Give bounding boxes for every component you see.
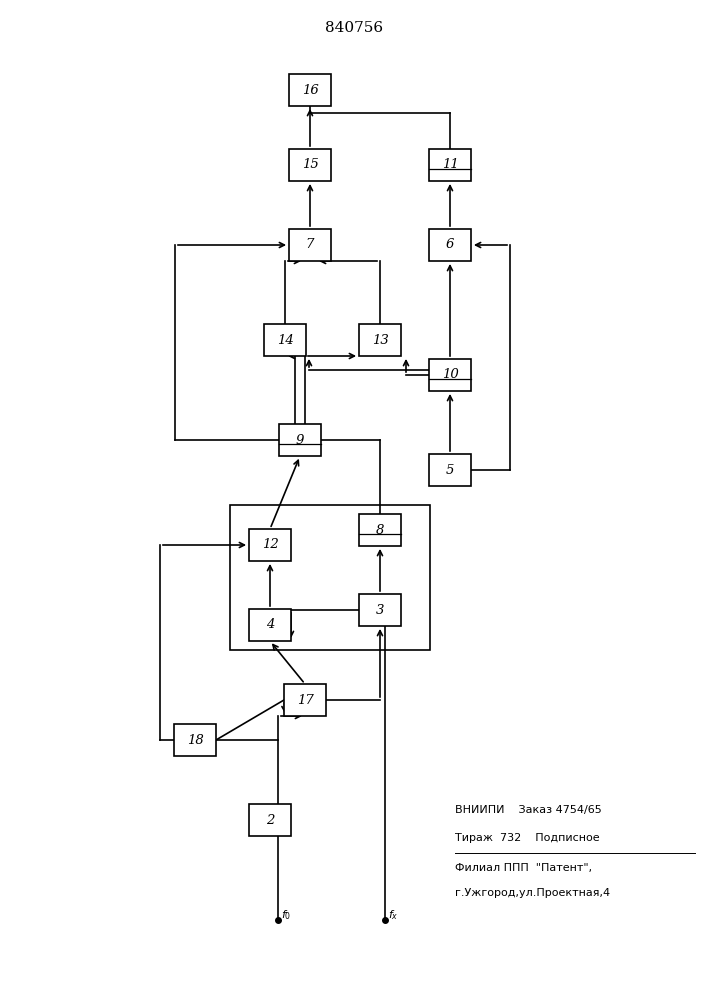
Bar (429, 359, 471, 391)
Bar (289, 229, 331, 261)
Bar (289, 149, 331, 181)
Text: 13: 13 (372, 334, 388, 347)
Bar (289, 74, 331, 106)
Bar (359, 594, 401, 626)
Bar (359, 514, 401, 546)
Text: 8: 8 (376, 524, 384, 536)
Text: 14: 14 (276, 334, 293, 347)
Text: 12: 12 (262, 538, 279, 552)
Bar (264, 324, 306, 356)
Text: 5: 5 (446, 464, 454, 477)
Bar (359, 324, 401, 356)
Bar (284, 684, 326, 716)
Text: 15: 15 (302, 158, 318, 172)
Bar (279, 424, 321, 456)
Bar (429, 149, 471, 181)
Bar (174, 724, 216, 756)
Text: Филиал ППП  "Патент",: Филиал ППП "Патент", (455, 863, 592, 873)
Bar (429, 229, 471, 261)
Text: $f_x$: $f_x$ (388, 908, 399, 922)
Text: 17: 17 (297, 694, 313, 706)
Text: ВНИИПИ    Заказ 4754/65: ВНИИПИ Заказ 4754/65 (455, 805, 602, 815)
Text: 11: 11 (442, 158, 458, 172)
Bar (249, 609, 291, 641)
Text: 7: 7 (306, 238, 314, 251)
Text: $f_0$: $f_0$ (281, 908, 291, 922)
Text: 2: 2 (266, 814, 274, 826)
Text: 18: 18 (187, 734, 204, 746)
Text: 16: 16 (302, 84, 318, 97)
Text: 4: 4 (266, 618, 274, 632)
Bar (249, 804, 291, 836)
Text: г.Ужгород,ул.Проектная,4: г.Ужгород,ул.Проектная,4 (455, 888, 610, 898)
Text: 6: 6 (446, 238, 454, 251)
Text: 10: 10 (442, 368, 458, 381)
Bar (230, 505, 430, 650)
Bar (429, 454, 471, 486)
Text: 9: 9 (296, 434, 304, 446)
Text: 3: 3 (376, 603, 384, 616)
Bar (249, 529, 291, 561)
Text: Тираж  732    Подписное: Тираж 732 Подписное (455, 833, 600, 843)
Text: 840756: 840756 (325, 21, 383, 35)
